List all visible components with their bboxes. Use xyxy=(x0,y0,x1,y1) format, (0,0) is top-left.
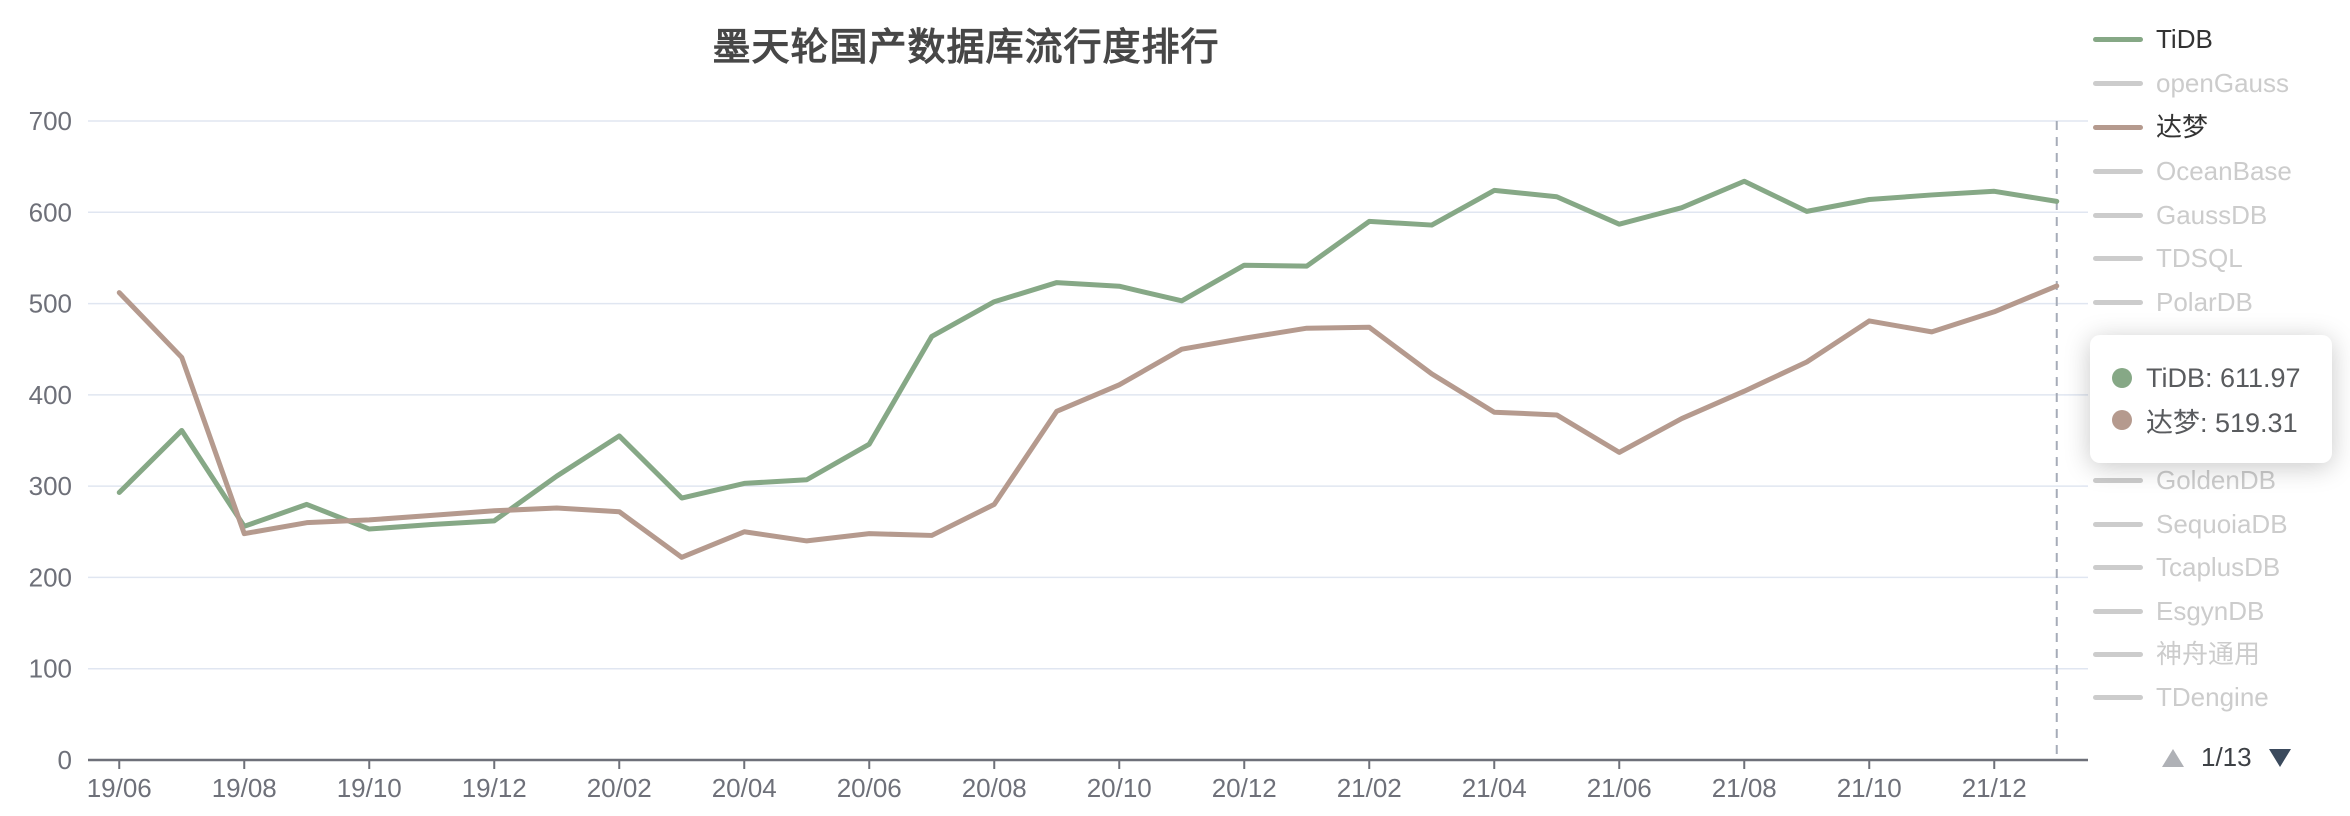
legend-item-TiDB[interactable]: TiDB xyxy=(2093,26,2213,52)
x-axis-label: 21/04 xyxy=(1462,773,1527,803)
legend-label: TiDB xyxy=(2156,24,2213,54)
legend-swatch-icon xyxy=(2093,608,2143,614)
y-axis-label: 600 xyxy=(29,197,72,227)
legend-pager: 1/13 xyxy=(2162,742,2291,773)
y-axis-label: 300 xyxy=(29,471,72,501)
legend-item-SequoiaDB[interactable]: SequoiaDB xyxy=(2093,511,2288,537)
x-axis-label: 20/12 xyxy=(1212,773,1277,803)
legend-item-EsgynDB[interactable]: EsgynDB xyxy=(2093,598,2264,624)
x-axis-label: 21/10 xyxy=(1837,773,1902,803)
legend-item-TcaplusDB[interactable]: TcaplusDB xyxy=(2093,554,2280,580)
series-line-达梦[interactable] xyxy=(116,283,2060,560)
legend-swatch-icon xyxy=(2093,521,2143,527)
tooltip-value-text: TiDB: 611.97 xyxy=(2146,362,2301,393)
legend-swatch-icon xyxy=(2093,299,2143,305)
series-dot-icon xyxy=(2112,410,2132,430)
y-axis-label: 500 xyxy=(29,289,72,319)
tooltip: TiDB: 611.97 达梦: 519.31 xyxy=(2090,335,2332,463)
legend-next-icon[interactable] xyxy=(2268,748,2291,767)
legend-label: PolarDB xyxy=(2156,287,2253,317)
x-axis-label: 20/04 xyxy=(712,773,777,803)
legend-swatch-icon xyxy=(2093,80,2143,86)
legend-label: TDengine xyxy=(2156,682,2269,712)
chart-title: 墨天轮国产数据库流行度排行 xyxy=(712,27,1220,69)
x-axis-label: 19/10 xyxy=(337,773,402,803)
legend-item-GaussDB[interactable]: GaussDB xyxy=(2093,202,2267,228)
legend-label: GoldenDB xyxy=(2156,465,2276,495)
legend-item-PolarDB[interactable]: PolarDB xyxy=(2093,289,2253,315)
legend-item-TDSQL[interactable]: TDSQL xyxy=(2093,245,2243,271)
legend-swatch-icon xyxy=(2093,651,2143,657)
x-axis-label: 21/08 xyxy=(1712,773,1777,803)
legend-swatch-icon xyxy=(2093,564,2143,570)
y-axis-label: 100 xyxy=(29,654,72,684)
legend-swatch-icon xyxy=(2093,477,2143,483)
legend-label: TcaplusDB xyxy=(2156,552,2281,582)
legend-label: SequoiaDB xyxy=(2156,509,2288,539)
x-axis-label: 19/08 xyxy=(212,773,277,803)
legend-label: 神舟通用 xyxy=(2156,639,2261,669)
y-axis-label: 700 xyxy=(29,106,72,136)
y-axis-label: 200 xyxy=(29,562,72,592)
legend-pager-text: 1/13 xyxy=(2201,742,2252,772)
x-axis-label: 21/12 xyxy=(1962,773,2027,803)
y-axis-label: 0 xyxy=(58,745,72,775)
legend-label: EsgynDB xyxy=(2156,596,2265,626)
x-axis-label: 20/08 xyxy=(962,773,1027,803)
legend-label: GaussDB xyxy=(2156,200,2268,230)
legend: TiDB openGauss 达梦 OceanBase GaussDB TDSQL Pola… xyxy=(2093,0,2350,816)
legend-label: 达梦 xyxy=(2156,112,2209,142)
legend-swatch-icon xyxy=(2093,694,2143,700)
x-axis-label: 21/06 xyxy=(1587,773,1652,803)
legend-item-OceanBase[interactable]: OceanBase xyxy=(2093,158,2292,184)
legend-item-神舟通用[interactable]: 神舟通用 xyxy=(2093,641,2260,667)
legend-swatch-icon xyxy=(2093,124,2143,130)
legend-item-openGauss[interactable]: openGauss xyxy=(2093,70,2289,96)
series-dot-icon xyxy=(2112,368,2132,388)
legend-swatch-icon xyxy=(2093,255,2143,261)
legend-swatch-icon xyxy=(2093,168,2143,174)
x-axis-label: 19/12 xyxy=(462,773,527,803)
x-axis-label: 19/06 xyxy=(87,773,152,803)
legend-prev-icon[interactable] xyxy=(2162,748,2184,767)
legend-item-GoldenDB[interactable]: GoldenDB xyxy=(2093,467,2276,493)
legend-label: openGauss xyxy=(2156,68,2289,98)
series-line-TiDB[interactable] xyxy=(116,178,2060,532)
legend-item-TDengine[interactable]: TDengine xyxy=(2093,684,2269,710)
legend-swatch-icon xyxy=(2093,36,2143,42)
tooltip-row: 达梦: 519.31 xyxy=(2112,399,2332,441)
tooltip-value-text: 达梦: 519.31 xyxy=(2146,407,2298,438)
tooltip-row: TiDB: 611.97 xyxy=(2112,357,2332,399)
legend-label: OceanBase xyxy=(2156,156,2292,186)
legend-swatch-icon xyxy=(2093,212,2143,218)
x-axis-label: 20/02 xyxy=(587,773,652,803)
legend-item-达梦[interactable]: 达梦 xyxy=(2093,114,2208,140)
x-axis-label: 21/02 xyxy=(1337,773,1402,803)
x-axis-label: 20/10 xyxy=(1087,773,1152,803)
legend-label: TDSQL xyxy=(2156,243,2243,273)
y-axis-label: 400 xyxy=(29,380,72,410)
x-axis-label: 20/06 xyxy=(837,773,902,803)
